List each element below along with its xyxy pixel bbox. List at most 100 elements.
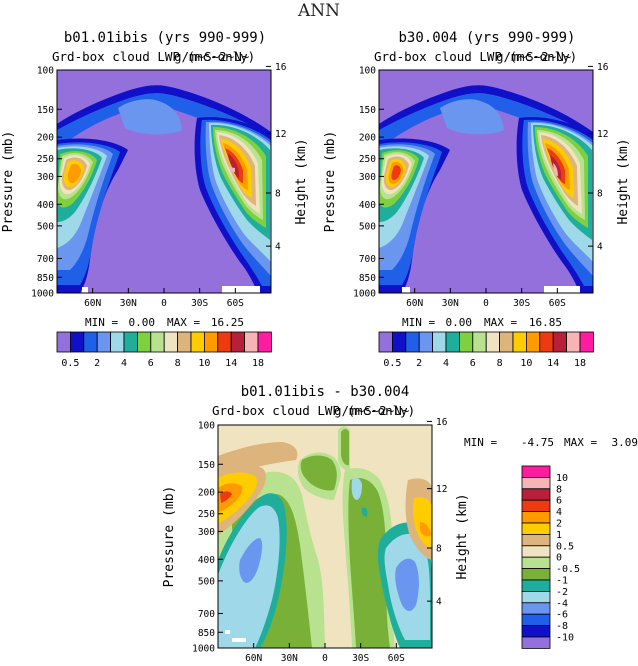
y-tick-label: 100: [359, 66, 376, 77]
x-tick-label: 60N: [406, 298, 423, 309]
y-tick-label: 500: [359, 221, 376, 232]
panel-2-max-value: 16.85: [529, 316, 562, 329]
panel-3: b01.01ibis - b30.004 Grd-box cloud LWP (…: [162, 384, 470, 664]
colorbar-swatch: [521, 556, 551, 570]
y-right-tick-label: 16: [597, 62, 609, 73]
colorbar-label: 6: [556, 496, 562, 507]
y-tick-label: 300: [198, 527, 215, 538]
x-tick-label: 30N: [281, 653, 298, 664]
colorbar-swatch: [244, 331, 259, 353]
colorbar-label: 0.5: [383, 358, 401, 369]
panel-1-field: [56, 69, 272, 294]
x-tick-label: 60S: [227, 298, 244, 309]
panel-3-title: b01.01ibis - b30.004: [241, 384, 410, 400]
colorbar-swatch: [458, 331, 474, 353]
panel-2: b30.004 (yrs 990-999) Grd-box cloud LWP …: [323, 30, 631, 309]
colorbar-label: 10: [556, 473, 568, 484]
y-right-axis-label: Height (km): [616, 138, 631, 224]
colorbar-swatch: [136, 331, 152, 353]
colorbar-swatch: [521, 499, 551, 513]
colorbar-label: -4: [556, 598, 568, 609]
panel-2-title: b30.004 (yrs 990-999): [398, 30, 575, 46]
y-tick-label: 250: [37, 154, 54, 165]
colorbar-swatch: [521, 591, 551, 604]
y-tick-label: 700: [359, 254, 376, 265]
colorbar-label: 10: [198, 358, 210, 369]
panel-3-axes: 100 150 200 250 300 400 500 700 850 1000 16 12 8 4 60N…: [162, 417, 470, 664]
y-tick-label: 150: [198, 460, 215, 471]
x-tick-label: 0: [483, 298, 489, 309]
y-tick-label: 100: [198, 421, 215, 432]
y-axis-label: Pressure (mb): [162, 486, 177, 588]
panel-3-max-value: 3.09: [612, 436, 638, 449]
y-tick-label: 100: [37, 66, 54, 77]
colorbar-label: 8: [175, 358, 181, 369]
y-tick-label: 850: [198, 628, 215, 639]
panel-2-max-label: MAX =: [484, 316, 517, 329]
colorbar-swatch: [217, 331, 232, 353]
x-tick-label: 30S: [191, 298, 208, 309]
y-tick-label: 500: [37, 221, 54, 232]
colorbar-swatch: [521, 613, 551, 627]
colorbar-swatch: [521, 545, 551, 558]
x-tick-label: 60S: [549, 298, 566, 309]
panel-2-subtitle: Grd-box cloud LWP (mc-only): [374, 49, 577, 64]
colorbar-swatch: [521, 476, 551, 490]
panel-2-stats: MIN = 0.00 MAX = 16.85: [402, 316, 562, 329]
y-right-tick-label: 8: [436, 543, 442, 554]
y-right-tick-label: 4: [597, 242, 603, 253]
y-tick-label: 400: [198, 555, 215, 566]
colorbar-label: -8: [556, 621, 568, 632]
colorbar-label: 0.5: [556, 541, 574, 552]
x-tick-label: 30S: [513, 298, 530, 309]
colorbar-swatch: [485, 331, 501, 353]
colorbar-swatch: [521, 602, 551, 615]
y-axis-label: Pressure (mb): [1, 131, 16, 233]
panel-1-max-value: 16.25: [211, 316, 244, 329]
x-tick-label: 0: [161, 298, 167, 309]
colorbar-swatch: [512, 331, 527, 353]
y-right-tick-label: 16: [436, 417, 448, 428]
colorbar-label: 2: [416, 358, 422, 369]
colorbar-label: 18: [574, 358, 586, 369]
y-tick-label: 300: [359, 172, 376, 183]
x-tick-label: 30S: [352, 653, 369, 664]
colorbar-label: 6: [148, 358, 154, 369]
x-tick-label: 60S: [388, 653, 405, 664]
panel-2-min-value: 0.00: [446, 316, 473, 329]
colorbar-swatch: [521, 465, 551, 478]
panel-1-min-value: 0.00: [129, 316, 156, 329]
colorbar-swatch: [445, 331, 460, 353]
colorbar-swatch: [203, 331, 219, 353]
panel-3-field: [217, 424, 433, 649]
colorbar-swatch: [123, 331, 138, 353]
colorbar-swatch: [432, 331, 447, 353]
y-tick-label: 700: [37, 254, 54, 265]
panel-2-field: [378, 69, 594, 294]
colorbar-label: 10: [520, 358, 532, 369]
y-tick-label: 200: [359, 133, 376, 144]
panel-1-min-label: MIN =: [85, 316, 118, 329]
colorbar-label: 0.5: [61, 358, 79, 369]
colorbar-label: 8: [556, 484, 562, 495]
colorbar-swatch: [472, 331, 487, 353]
colorbar-swatch: [579, 331, 594, 353]
colorbar-swatch: [83, 331, 98, 353]
y-right-tick-label: 12: [275, 129, 286, 140]
y-tick-label: 250: [198, 509, 215, 520]
y-right-tick-label: 16: [275, 62, 287, 73]
panel-2-axes: 100 150 200 250 300 400 500 700 850 1000 16 12 8 4 60N…: [323, 62, 631, 309]
panel-1-max-label: MAX =: [167, 316, 200, 329]
colorbar-swatch: [521, 636, 551, 649]
colorbar-swatch: [499, 331, 514, 353]
colorbar-label: 8: [497, 358, 503, 369]
panel-1-title: b01.01ibis (yrs 990-999): [64, 30, 266, 46]
y-tick-label: 300: [37, 172, 54, 183]
colorbar-swatch: [521, 568, 551, 581]
colorbar-swatch: [70, 331, 85, 353]
y-tick-label: 400: [37, 200, 54, 211]
colorbar-label: 0: [556, 553, 562, 564]
colorbar-label: 14: [547, 358, 559, 369]
colorbar-swatch: [391, 331, 407, 353]
